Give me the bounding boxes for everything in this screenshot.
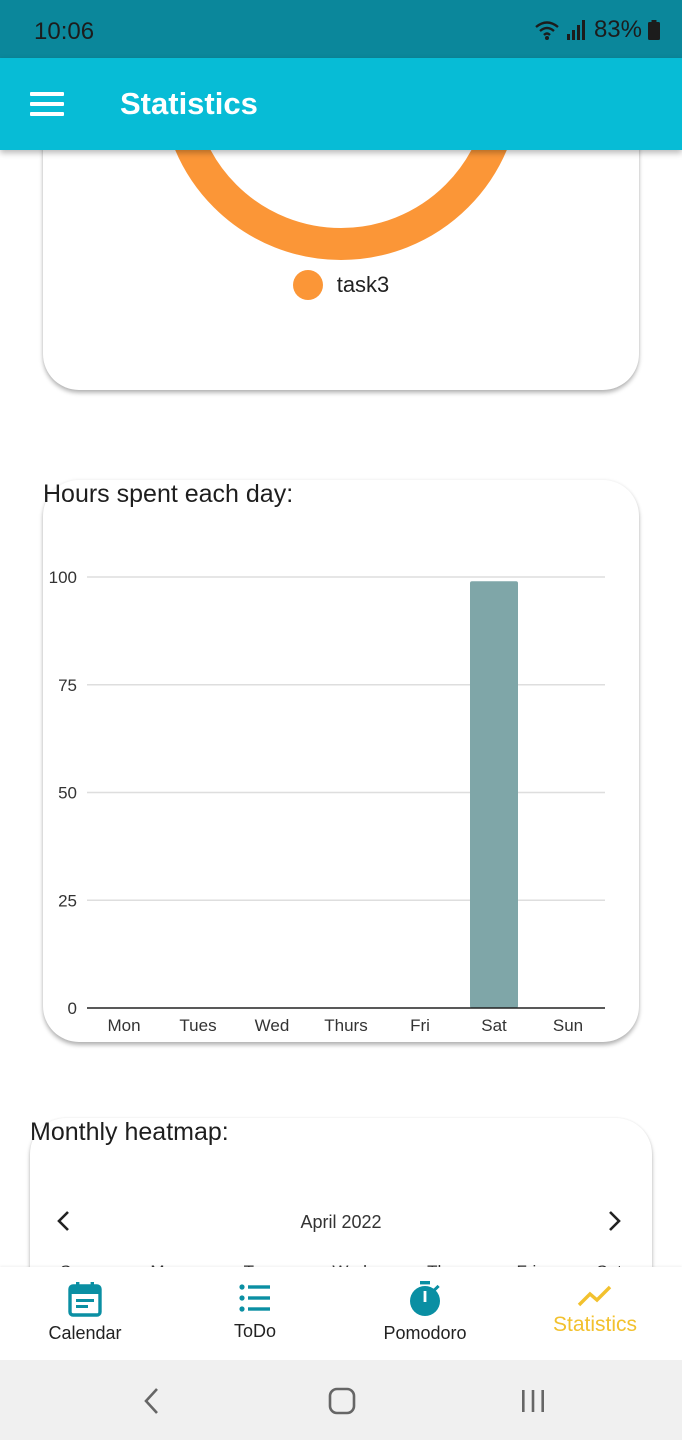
status-time: 10:06 — [34, 18, 95, 45]
nav-statistics-label: Statistics — [552, 1313, 638, 1336]
back-icon[interactable] — [140, 1386, 162, 1421]
heatmap-title: Monthly heatmap: — [30, 1118, 229, 1146]
donut-legend: task3 — [43, 270, 639, 300]
statistics-content[interactable]: task3 0 25 50 75 100 Mon Tues Wed Thurs Fri Sat Sun… — [0, 150, 682, 1267]
x-tick-label: Wed — [255, 1016, 290, 1035]
trending-up-icon — [577, 1285, 612, 1307]
bottom-navigation: Calendar ToDo Pomodoro Statistics — [0, 1267, 682, 1360]
legend-swatch — [292, 270, 323, 300]
hours-chart-title: Hours spent each day: — [43, 480, 294, 508]
calendar-icon — [68, 1282, 102, 1317]
battery-icon — [648, 20, 660, 40]
x-tick-label: Sat — [481, 1016, 507, 1035]
donut-chart — [175, 150, 507, 260]
status-indicators: 83% — [534, 16, 660, 44]
signal-icon — [566, 19, 588, 41]
home-icon[interactable] — [328, 1386, 356, 1421]
weekday-label: Sat — [596, 1262, 622, 1267]
menu-icon[interactable] — [30, 92, 64, 116]
donut-ring-task3 — [175, 150, 507, 260]
recent-apps-icon[interactable] — [520, 1386, 546, 1421]
heatmap-month-label: April 2022 — [300, 1212, 382, 1232]
legend-label: task3 — [336, 272, 390, 297]
y-tick-label: 50 — [58, 784, 77, 803]
chevron-right-icon[interactable] — [608, 1210, 622, 1237]
y-tick-label: 75 — [58, 676, 77, 695]
nav-todo-label: ToDo — [233, 1321, 277, 1341]
nav-statistics[interactable]: Statistics — [510, 1267, 680, 1360]
weekday-label: Thu — [427, 1262, 456, 1267]
weekday-label: Wed — [332, 1262, 367, 1267]
heatmap-weekday-row: Sun Mon Tue Wed Thu Fri Sat — [30, 1262, 652, 1267]
heatmap-month-nav: April 2022 — [30, 1210, 652, 1240]
y-tick-label: 0 — [68, 999, 77, 1018]
nav-calendar-label: Calendar — [48, 1323, 122, 1343]
x-tick-label: Mon — [107, 1016, 140, 1035]
weekday-label: Mon — [150, 1262, 183, 1267]
task-distribution-card: task3 — [43, 150, 639, 390]
list-icon — [239, 1284, 270, 1312]
nav-pomodoro-label: Pomodoro — [383, 1323, 467, 1343]
weekday-label: Tue — [244, 1262, 273, 1267]
nav-pomodoro[interactable]: Pomodoro — [340, 1267, 510, 1360]
x-tick-label: Thurs — [324, 1016, 367, 1035]
app-bar: Statistics — [0, 58, 682, 150]
timer-icon — [410, 1281, 440, 1316]
status-bar: 10:06 83% — [0, 0, 682, 58]
x-tick-label: Sun — [553, 1016, 583, 1035]
nav-calendar[interactable]: Calendar — [0, 1267, 170, 1360]
heatmap-card: April 2022 Sun Mon Tue Wed Thu Fri Sat — [30, 1118, 652, 1267]
weekday-label: Sun — [60, 1262, 90, 1267]
wifi-icon — [534, 19, 560, 41]
nav-todo[interactable]: ToDo — [170, 1267, 340, 1360]
page-title: Statistics — [120, 86, 258, 121]
x-tick-label: Fri — [410, 1016, 430, 1035]
bar-sat — [470, 581, 518, 1008]
battery-level: 83% — [593, 16, 642, 43]
chevron-left-icon[interactable] — [56, 1210, 70, 1237]
hours-chart-card: 0 25 50 75 100 Mon Tues Wed Thurs Fri Sat Sun — [43, 480, 639, 1042]
system-navigation-bar — [0, 1360, 682, 1440]
y-tick-label: 25 — [58, 891, 77, 910]
hours-bar-chart: 0 25 50 75 100 Mon Tues Wed Thurs Fri Sat Sun — [49, 568, 605, 1035]
x-tick-label: Tues — [179, 1016, 216, 1035]
y-tick-label: 100 — [49, 568, 77, 587]
weekday-label: Fri — [516, 1262, 536, 1267]
